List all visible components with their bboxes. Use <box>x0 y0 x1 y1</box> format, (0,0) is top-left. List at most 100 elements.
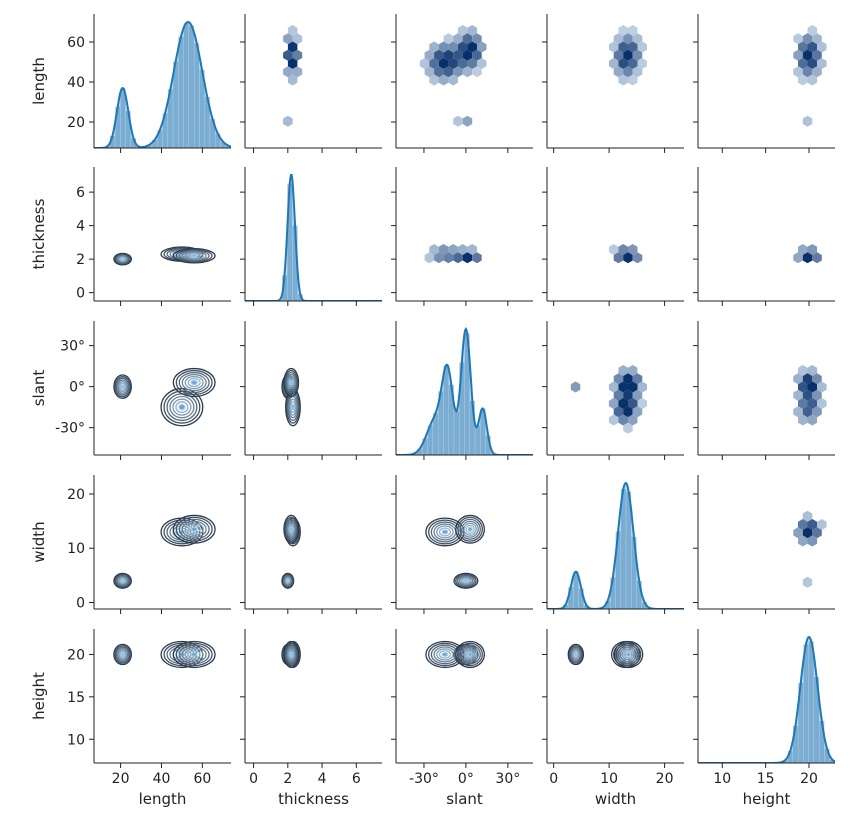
kde-contour <box>190 379 198 386</box>
kde-contour <box>169 395 195 419</box>
hexbin-cell <box>807 244 818 255</box>
kde-contour <box>460 576 472 585</box>
kde-contour <box>459 644 481 665</box>
kde-contour <box>461 646 479 663</box>
hexbin-cell <box>628 244 638 255</box>
kde-contour <box>187 524 201 534</box>
hexbin-cell <box>807 58 818 69</box>
hexbin-cell <box>472 33 482 45</box>
kde-contour <box>172 367 216 398</box>
hexbin-cell <box>623 422 633 434</box>
hexbin-cell <box>807 41 818 53</box>
kde-contour <box>118 576 128 585</box>
kde-contour <box>114 645 131 664</box>
hexbin-cell <box>628 25 638 36</box>
hexbin-cell <box>632 389 643 401</box>
hexbin-cell <box>438 41 449 53</box>
kde-contour <box>455 640 486 669</box>
hexbin-cell <box>628 365 638 376</box>
hexbin-cell <box>292 66 303 78</box>
hexbin-cell <box>443 252 454 264</box>
x-tick-label: 0 <box>549 771 558 787</box>
panel-length-vs-slant <box>391 14 533 153</box>
panel-slant-vs-thickness <box>240 321 382 460</box>
panel-slant-vs-slant <box>391 321 533 460</box>
kde-contour <box>436 525 454 539</box>
kde-contour <box>175 516 213 542</box>
x-tick-label: 15 <box>757 771 775 787</box>
y-tick-label: 10 <box>67 541 85 557</box>
kde-contour <box>441 651 449 657</box>
panel-width-vs-slant <box>391 475 533 614</box>
kde-contour <box>623 650 634 659</box>
kde-contour <box>181 520 207 538</box>
panel-thickness-vs-width <box>542 167 684 306</box>
y-tick-label: 10 <box>67 732 85 748</box>
hexbin-cell <box>618 25 628 36</box>
panel-body <box>570 365 647 434</box>
hexbin-cell <box>283 115 293 127</box>
x-tick-label: 20 <box>800 771 818 787</box>
kde-contour <box>285 644 298 665</box>
kde-contour <box>465 650 475 659</box>
hexbin-cell <box>802 252 813 264</box>
kde-contour <box>284 369 299 396</box>
panel-length-vs-length: 20 40 60 <box>67 14 231 153</box>
panel-body <box>425 514 486 589</box>
hexbin-cell <box>287 25 298 36</box>
kde-contour <box>184 375 204 390</box>
hexbin-cell <box>448 244 458 255</box>
hexbin-cell <box>812 373 822 385</box>
hexbin-cell <box>618 398 628 409</box>
hexbin-cell <box>467 58 477 69</box>
kde-contour <box>114 573 131 588</box>
hexbin-cell <box>453 252 463 264</box>
kde-contour <box>115 254 130 264</box>
hexbin-cell <box>798 519 808 530</box>
hexbin-cell <box>448 41 458 53</box>
panel-width-vs-height <box>693 475 835 614</box>
hexbin-cell <box>802 510 813 522</box>
kde-contour <box>117 255 129 264</box>
hexbin-cell <box>613 373 624 385</box>
y-tick-label: 40 <box>67 75 85 91</box>
hexbin-cell <box>793 49 803 61</box>
kde-contour <box>175 369 213 396</box>
hexbin-cell <box>628 41 638 53</box>
kde-contour <box>283 367 300 398</box>
panel-body <box>793 25 827 127</box>
panel-body <box>283 25 303 127</box>
hexbin-cell <box>793 66 803 78</box>
kde-contour <box>570 648 581 661</box>
panel-height-vs-thickness: 0 2 4 6 <box>240 629 382 787</box>
hexbin-cell <box>283 33 293 45</box>
hexbin-cell <box>802 527 813 539</box>
hexbin-cell <box>637 41 647 53</box>
hexbin-cell <box>632 66 643 78</box>
y-tick-label: -30° <box>55 421 85 437</box>
panel-body <box>113 514 216 589</box>
x-axis-label-slant: slant <box>446 790 483 808</box>
hexbin-cell <box>283 49 293 61</box>
hexbin-cell <box>807 25 818 36</box>
hexbin-cell <box>628 414 638 426</box>
kde-contour <box>573 652 578 657</box>
hexbin-cell <box>632 406 643 418</box>
hexbin-cell <box>462 115 473 127</box>
x-tick-label: 0 <box>249 771 258 787</box>
hexbin-cell <box>637 58 647 69</box>
hexbin-cell <box>802 406 813 418</box>
hexbin-cell <box>793 252 803 264</box>
kde-contour <box>467 526 473 532</box>
hexbin-cell <box>424 49 435 61</box>
kde-contour <box>286 373 297 392</box>
x-tick-label: 20 <box>112 771 130 787</box>
kde-contour <box>617 644 640 665</box>
x-tick-label: 6 <box>352 771 361 787</box>
kde-contour <box>288 377 294 388</box>
kde-contour <box>175 249 213 263</box>
kde-contour <box>175 642 213 667</box>
kde-contour <box>178 644 210 665</box>
hexbin-cell <box>807 414 818 426</box>
hexbin-cell <box>628 398 638 409</box>
